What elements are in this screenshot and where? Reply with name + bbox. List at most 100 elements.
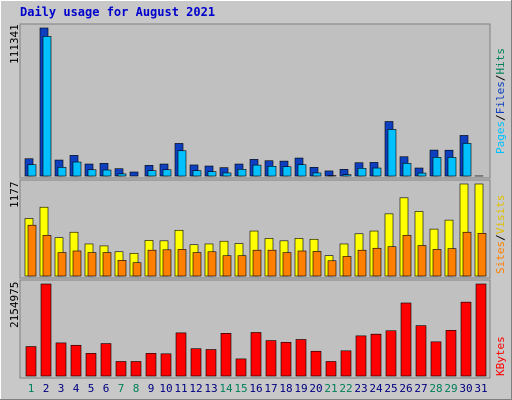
kbytes-bar-23 — [355, 335, 367, 377]
kbytes-bar-5 — [85, 353, 97, 377]
legend-pages: Pages — [494, 121, 507, 154]
day-label-8: 8 — [133, 382, 140, 395]
kbytes-bar-21 — [325, 361, 337, 377]
sites-bar-15 — [237, 255, 247, 277]
day-label-15: 15 — [234, 382, 247, 395]
files-bar-3 — [57, 167, 67, 177]
day-label-11: 11 — [174, 382, 187, 395]
day-label-17: 17 — [264, 382, 277, 395]
sites-bar-9 — [147, 249, 157, 277]
x-axis-day-labels: 1 2 3 4 5 6 7 8 9 10 11 12 13 14 15 16 17 18 19 20 21 22 23 24 2… — [28, 382, 488, 395]
visits-ymax-label: 1177 — [8, 182, 21, 209]
sites-bar-2 — [42, 235, 52, 277]
kbytes-bar-17 — [265, 340, 277, 377]
files-bar-25 — [387, 129, 397, 177]
kbytes-bar-25 — [385, 330, 397, 377]
panel-hits-background — [19, 23, 491, 179]
sites-bar-6 — [102, 252, 112, 277]
day-label-14: 14 — [219, 382, 233, 395]
day-label-23: 23 — [354, 382, 367, 395]
kbytes-bar-28 — [430, 341, 442, 377]
legend-visits: Visits — [494, 195, 507, 235]
kbytes-bar-9 — [145, 353, 157, 377]
kbytes-bar-22 — [340, 350, 352, 377]
day-label-27: 27 — [414, 382, 427, 395]
legend-kbytes-label: KBytes — [494, 336, 507, 376]
kbytes-bar-11 — [175, 332, 187, 377]
sites-bar-7 — [117, 260, 127, 277]
sites-bar-4 — [72, 250, 82, 277]
files-bar-1 — [27, 164, 37, 177]
files-bar-4 — [72, 161, 82, 177]
hits-files-bars — [24, 27, 484, 177]
kbytes-bar-4 — [70, 344, 82, 377]
kbytes-bar-6 — [100, 343, 112, 377]
sites-bar-5 — [87, 252, 97, 277]
chart-title: Daily usage for August 2021 — [20, 5, 215, 19]
day-label-18: 18 — [279, 382, 292, 395]
files-bar-24 — [372, 167, 382, 177]
sites-bar-23 — [357, 249, 367, 277]
files-bar-5 — [87, 169, 97, 177]
kbytes-bar-24 — [370, 333, 382, 377]
day-label-28: 28 — [429, 382, 442, 395]
files-bar-29 — [447, 157, 457, 177]
files-bar-2 — [42, 36, 52, 177]
legend-slash-3: / — [494, 234, 507, 241]
kbytes-bar-13 — [205, 349, 217, 377]
sites-bar-21 — [327, 260, 337, 277]
kbytes-bar-16 — [250, 332, 262, 377]
sites-bar-25 — [387, 246, 397, 277]
legend-pages-files-hits: Pages/Files/Hits — [494, 48, 507, 154]
sites-bar-3 — [57, 252, 67, 277]
day-label-10: 10 — [159, 382, 172, 395]
files-bar-16 — [252, 164, 262, 177]
hits-bar-21 — [324, 170, 334, 177]
sites-bar-11 — [177, 249, 187, 277]
files-bar-6 — [102, 169, 112, 177]
day-label-20: 20 — [309, 382, 322, 395]
files-bar-20 — [312, 172, 322, 177]
sites-bar-16 — [252, 249, 262, 277]
kbytes-bar-30 — [460, 301, 472, 377]
sites-bar-14 — [222, 255, 232, 277]
sites-bar-10 — [162, 249, 172, 277]
kbytes-bar-2 — [40, 283, 52, 377]
day-label-9: 9 — [148, 382, 155, 395]
sites-bar-31 — [477, 233, 487, 277]
sites-bar-17 — [267, 249, 277, 277]
day-label-29: 29 — [444, 382, 457, 395]
legend-slash-2: / — [494, 75, 507, 82]
kbytes-bar-3 — [55, 342, 67, 377]
files-bar-9 — [147, 170, 157, 177]
sites-bar-26 — [402, 235, 412, 277]
files-bar-30 — [462, 143, 472, 177]
files-bar-27 — [417, 172, 427, 177]
day-label-21: 21 — [324, 382, 337, 395]
kbytes-bars — [25, 283, 487, 377]
day-label-24: 24 — [369, 382, 383, 395]
day-label-12: 12 — [189, 382, 202, 395]
kbytes-bar-31 — [475, 283, 487, 377]
day-label-6: 6 — [103, 382, 110, 395]
visits-sites-bars — [24, 183, 487, 277]
sites-bar-22 — [342, 256, 352, 277]
sites-bar-24 — [372, 247, 382, 277]
files-bar-11 — [177, 150, 187, 177]
files-bar-14 — [222, 172, 232, 177]
kbytes-bar-18 — [280, 341, 292, 377]
kbytes-bar-10 — [160, 353, 172, 377]
files-bar-17 — [267, 166, 277, 177]
legend-kbytes: KBytes — [494, 336, 507, 376]
kbytes-bar-19 — [295, 339, 307, 377]
files-bar-28 — [432, 157, 442, 177]
day-label-5: 5 — [88, 382, 95, 395]
files-bar-22 — [342, 174, 352, 177]
sites-bar-12 — [192, 252, 202, 277]
kbytes-ymax-label: 2154975 — [8, 282, 21, 328]
kbytes-bar-27 — [415, 325, 427, 377]
files-bar-7 — [117, 173, 127, 177]
sites-bar-28 — [432, 249, 442, 277]
